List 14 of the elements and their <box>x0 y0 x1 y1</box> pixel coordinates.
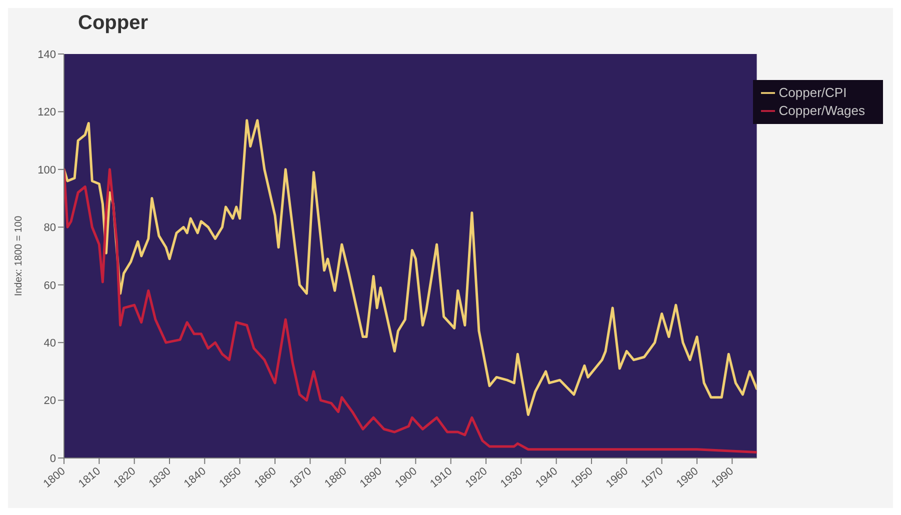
chart-title: Copper <box>77 11 149 36</box>
legend-label: Copper/Wages <box>778 103 865 118</box>
y-tick-label: 20 <box>44 395 56 408</box>
line-series <box>64 168 757 454</box>
y-tick-label: 140 <box>38 48 56 61</box>
y-tick-label: 120 <box>38 106 56 119</box>
y-tick-label: 40 <box>44 337 56 350</box>
y-tick-label: 80 <box>44 222 56 234</box>
legend-label: Copper/CPI <box>778 85 847 100</box>
y-axis-title: Index: 1800 = 100 <box>14 215 25 296</box>
y-tick-label: 0 <box>50 452 56 465</box>
line-series <box>64 119 757 416</box>
y-tick-label: 60 <box>44 280 56 292</box>
y-tick-label: 100 <box>38 164 56 176</box>
